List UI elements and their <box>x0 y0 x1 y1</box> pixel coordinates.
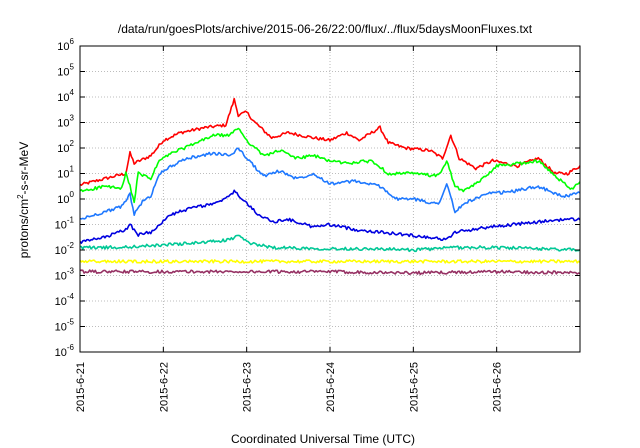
y-tick-base: 10 <box>55 245 67 257</box>
y-tick-exponent: -2 <box>67 241 75 250</box>
y-tick-base: 10 <box>55 296 67 308</box>
y-tick-exponent: -6 <box>67 343 75 352</box>
y-tick-base: 10 <box>57 169 69 181</box>
y-tick-exponent: -4 <box>67 292 75 301</box>
y-axis-label-sup: 2 <box>16 194 25 199</box>
y-tick-exponent: 5 <box>70 63 75 72</box>
y-tick-label: 103 <box>57 114 74 130</box>
y-tick-label: 10-5 <box>55 318 75 334</box>
y-tick-exponent: -1 <box>67 216 75 225</box>
series-line <box>79 234 581 253</box>
y-tick-label: 10-3 <box>55 267 75 283</box>
y-tick-label: 102 <box>57 139 74 155</box>
x-tick-label: 2015-6-21 <box>75 362 87 412</box>
y-tick-base: 10 <box>57 67 69 79</box>
x-tick-label: 2015-6-26 <box>492 362 504 412</box>
y-tick-base: 10 <box>55 220 67 232</box>
y-tick-base: 10 <box>57 143 69 155</box>
y-tick-base: 10 <box>55 347 67 359</box>
grid-lines <box>80 46 580 352</box>
series-line <box>79 189 581 244</box>
y-tick-labels: 10610510410310210110010-110-210-310-410-… <box>55 37 75 359</box>
y-tick-label: 10-2 <box>55 241 75 257</box>
chart-title: /data/run/goesPlots/archive/2015-06-26/2… <box>118 22 533 36</box>
y-tick-exponent: 3 <box>70 114 75 123</box>
y-tick-exponent: 4 <box>70 88 75 97</box>
y-axis-label-pre: protons/cm <box>17 199 31 258</box>
y-tick-label: 10-1 <box>55 216 75 232</box>
y-tick-base: 10 <box>55 322 67 334</box>
y-tick-base: 10 <box>57 41 69 53</box>
y-tick-base: 10 <box>57 118 69 130</box>
x-tick-label: 2015-6-24 <box>325 362 337 412</box>
series-line <box>79 97 581 186</box>
y-axis-label: protons/cm2-s-sr-MeV <box>16 142 31 258</box>
y-tick-exponent: -3 <box>67 267 75 276</box>
y-tick-base: 10 <box>57 194 69 206</box>
y-tick-label: 10-4 <box>55 292 75 308</box>
y-tick-label: 101 <box>57 165 74 181</box>
series-line <box>79 259 581 264</box>
y-tick-exponent: 6 <box>70 37 75 46</box>
x-tick-label: 2015-6-23 <box>242 362 254 412</box>
series-line <box>79 147 581 220</box>
x-tick-labels: 2015-6-21 2015-6-22 2015-6-23 2015-6-24 2015… <box>75 362 504 412</box>
y-tick-exponent: 0 <box>70 190 75 199</box>
y-tick-exponent: 2 <box>70 139 75 148</box>
y-tick-base: 10 <box>57 92 69 104</box>
x-axis-label: Coordinated Universal Time (UTC) <box>231 432 415 446</box>
series-line <box>79 127 581 204</box>
data-series <box>79 97 581 276</box>
y-tick-label: 106 <box>57 37 74 53</box>
series-line <box>79 269 581 276</box>
y-tick-exponent: -5 <box>67 318 75 327</box>
axis-ticks <box>79 45 580 353</box>
x-tick-label: 2015-6-22 <box>158 362 170 412</box>
y-tick-exponent: 1 <box>70 165 75 174</box>
y-tick-base: 10 <box>55 271 67 283</box>
y-tick-label: 105 <box>57 63 74 79</box>
y-tick-label: 104 <box>57 88 74 104</box>
y-axis-label-post: -s-sr-MeV <box>17 142 31 195</box>
y-tick-label: 100 <box>57 190 74 206</box>
x-tick-label: 2015-6-25 <box>408 362 420 412</box>
y-tick-label: 10-6 <box>55 343 75 359</box>
